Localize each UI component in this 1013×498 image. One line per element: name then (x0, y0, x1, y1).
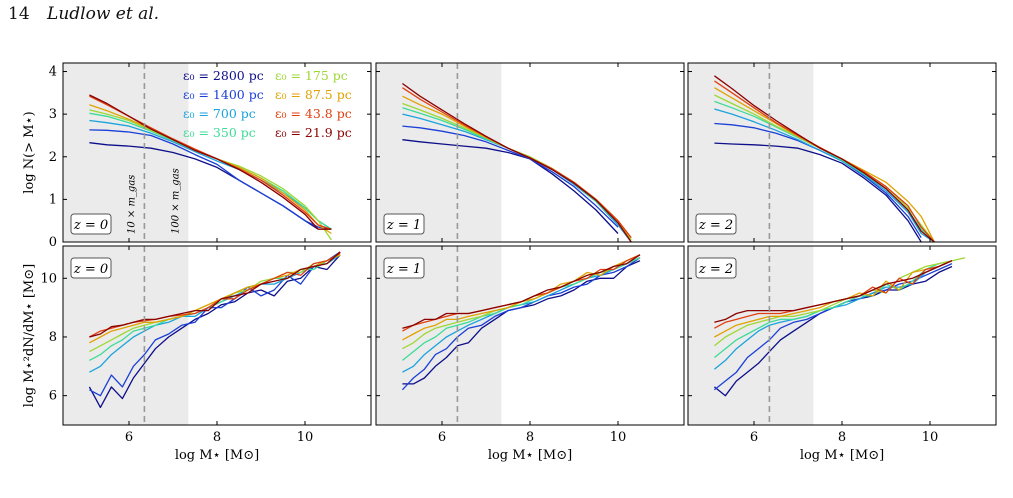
series-line-1400 (402, 125, 619, 228)
legend-entry-43.8: ε₀ = 43.8 pc (275, 106, 352, 121)
series-line-2800 (88, 254, 341, 409)
redshift-box (70, 213, 112, 235)
panel-differential-z=1: 6 8 10 z = 1 log M⋆ [M⊙] (375, 245, 685, 463)
series-line-1400 (713, 263, 953, 391)
series-line-21.9 (89, 94, 332, 230)
y-axis-label: log N(> M⋆) (22, 111, 37, 193)
series-group (713, 257, 966, 397)
y-tick-label: 1 (49, 192, 57, 207)
series-line-87.5 (89, 254, 341, 344)
redshift-box (383, 213, 425, 235)
shaded-region (63, 63, 189, 242)
x-tick-label: 8 (213, 430, 221, 445)
redshift-label: z = 1 (386, 262, 421, 277)
figure: 0 1 2 3 4 z = 0 log N(> M⋆) 10 × m_gas 100 × m_g… (22, 62, 997, 463)
series-line-87.5 (402, 254, 641, 341)
panel-cumulative-z=2: z = 2 (687, 62, 997, 243)
series-group (401, 254, 641, 391)
y-tick-label: 6 (49, 389, 57, 404)
series-group (89, 94, 332, 241)
x-axis-label: log M⋆ [M⊙] (800, 448, 884, 463)
x-tick-label: 8 (838, 430, 846, 445)
redshift-label: z = 2 (698, 218, 733, 233)
legend-entry-1400: ε₀ = 1400 pc (183, 87, 264, 102)
series-group (88, 251, 341, 409)
series-line-21.9 (402, 82, 632, 242)
series-line-21.9 (714, 75, 935, 242)
running-title: Ludlow et al. (47, 4, 160, 24)
series-line-2800 (402, 139, 619, 234)
y-tick-label: 2 (49, 150, 57, 165)
legend-entry-175: ε₀ = 175 pc (275, 68, 348, 83)
redshift-box (70, 257, 112, 279)
x-axis-label: log M⋆ [M⊙] (488, 448, 572, 463)
x-axis-label: log M⋆ [M⊙] (175, 448, 259, 463)
legend-entry-21.9: ε₀ = 21.9 pc (275, 125, 352, 140)
y-tick-label: 3 (49, 107, 57, 122)
legend-entry-350: ε₀ = 350 pc (183, 125, 256, 140)
panel-differential-z=0: 6 8 10 6 8 10 z = 0 log M⋆ [M⊙] log M⋆²dN/dM⋆ [M… (22, 245, 372, 463)
redshift-box (695, 257, 737, 279)
legend-entry-2800: ε₀ = 2800 pc (183, 68, 264, 83)
x-tick-label: 6 (438, 430, 446, 445)
x-tick-label: 6 (750, 430, 758, 445)
x-tick-label: 10 (297, 430, 314, 445)
redshift-label: z = 2 (698, 262, 733, 277)
series-line-21.9 (89, 251, 341, 338)
redshift-label: z = 0 (73, 262, 108, 277)
y-axis-label: log M⋆²dN/dM⋆ [M⊙] (22, 264, 37, 407)
series-line-175 (713, 257, 966, 347)
redshift-label: z = 1 (386, 218, 421, 233)
y-tick-label: 10 (40, 271, 57, 286)
panel-cumulative-z=0: 0 1 2 3 4 z = 0 log N(> M⋆) 10 × m_gas 100 × m_g… (22, 62, 372, 250)
series-line-1400 (89, 129, 332, 230)
x-tick-label: 6 (125, 430, 133, 445)
series-line-1400 (401, 257, 641, 391)
y-tick-label: 0 (49, 235, 57, 250)
x-tick-label: 10 (610, 430, 627, 445)
resolution-annotation: 100 × m_gas (170, 168, 181, 234)
series-group (402, 82, 632, 242)
shaded-region (688, 63, 814, 242)
series-line-21.9 (402, 254, 641, 329)
page-header: 14 Ludlow et al. (8, 4, 159, 28)
y-tick-label: 4 (49, 65, 57, 80)
series-group (714, 75, 935, 242)
redshift-label: z = 0 (73, 218, 108, 233)
series-line-700 (714, 108, 935, 242)
x-tick-label: 10 (922, 430, 939, 445)
redshift-box (383, 257, 425, 279)
shaded-region (376, 63, 502, 242)
panel-cumulative-z=1: z = 1 (375, 62, 685, 243)
legend-entry-700: ε₀ = 700 pc (183, 106, 256, 121)
resolution-annotation: 10 × m_gas (126, 175, 137, 234)
series-line-2800 (714, 142, 922, 242)
x-tick-label: 8 (526, 430, 534, 445)
series-line-21.9 (714, 260, 953, 323)
redshift-box (695, 213, 737, 235)
page-number: 14 (8, 4, 30, 24)
legend-entry-87.5: ε₀ = 87.5 pc (275, 87, 352, 102)
series-line-87.5 (714, 260, 953, 338)
y-tick-label: 8 (49, 330, 57, 345)
panel-differential-z=2: 6 8 10 z = 2 log M⋆ [M⊙] (687, 245, 997, 463)
